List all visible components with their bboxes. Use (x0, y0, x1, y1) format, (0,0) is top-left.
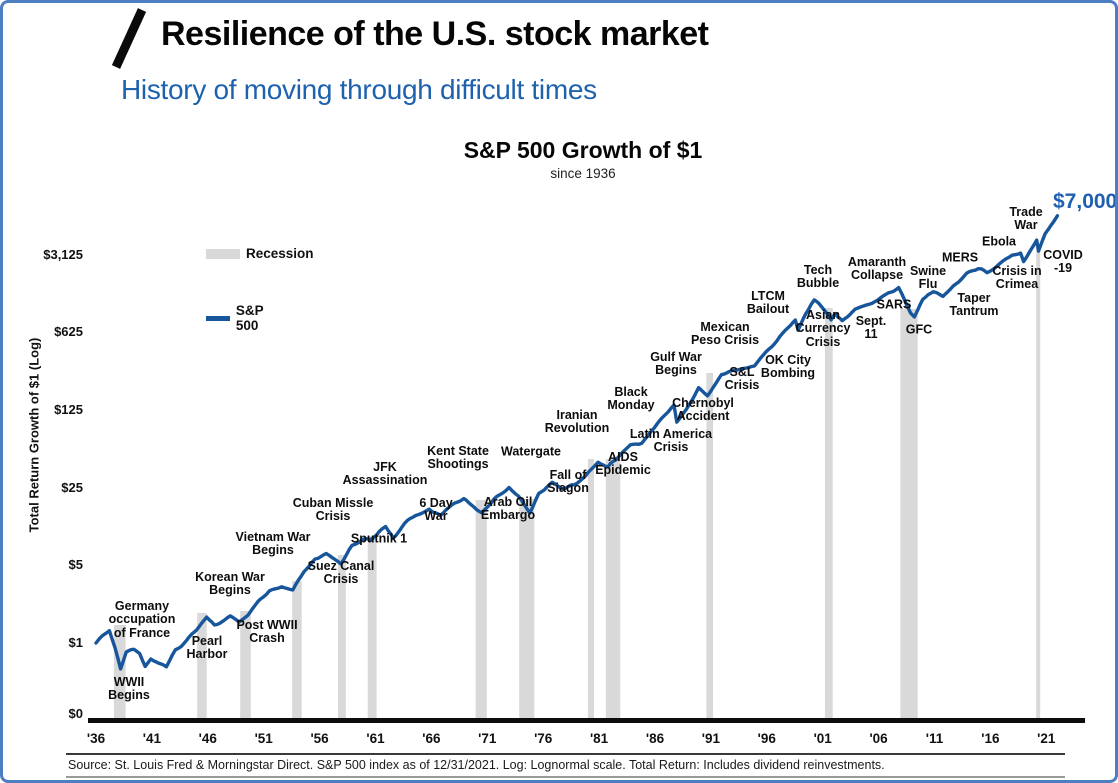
event-annotation: Suez Canal Crisis (307, 558, 375, 586)
source-note: Source: St. Louis Fred & Morningstar Dir… (66, 753, 1065, 778)
event-annotation: Gulf War Begins (650, 349, 702, 377)
recession-bar (519, 499, 535, 718)
event-annotation: Crisis in Crimea (992, 263, 1042, 291)
x-tick-label: '71 (478, 731, 497, 746)
y-tick-label: $5 (68, 557, 83, 573)
event-annotation: JFK Assassination (342, 459, 428, 487)
event-annotation: Kent State Shootings (427, 443, 489, 471)
event-annotation: OK City Bombing (760, 352, 816, 380)
chart-title: S&P 500 Growth of $1 (463, 137, 703, 163)
x-tick-label: '01 (813, 731, 832, 746)
event-annotation: Sputnik 1 (350, 531, 408, 546)
y-tick-label: $25 (61, 479, 83, 495)
x-tick-label: '86 (645, 731, 665, 746)
recession-bar (1036, 245, 1041, 718)
recession-bar (475, 500, 487, 718)
event-annotation: Ebola (981, 234, 1017, 249)
event-annotation: Korean War Begins (195, 569, 265, 597)
event-annotation: MERS (941, 250, 979, 265)
x-tick-label: '76 (534, 731, 553, 746)
recession-bar (197, 613, 207, 718)
x-tick-label: '61 (366, 731, 385, 746)
event-annotation: Tech Bubble (796, 262, 840, 290)
legend-item-recession: Recession (206, 246, 314, 261)
event-annotation: Black Monday (607, 384, 655, 412)
chart-subtitle: since 1936 (550, 166, 616, 181)
x-tick-label: '91 (701, 731, 720, 746)
sp500-line (94, 214, 1060, 671)
recession-bar (292, 581, 302, 718)
recession-bar (605, 459, 621, 718)
end-value-label: $7,000 (1053, 190, 1118, 213)
event-annotation: WWII Begins (108, 674, 150, 702)
y-tick-label: $3,125 (43, 246, 83, 262)
x-tick-label: '06 (869, 731, 888, 746)
event-annotation: COVID -19 (1043, 247, 1083, 275)
event-annotation: 6 Day War (419, 495, 453, 523)
y-tick-label: $625 (54, 324, 83, 340)
legend-label-sp500: S&P 500 (235, 303, 264, 333)
event-annotation: Mexican Peso Crisis (690, 319, 760, 347)
event-annotation: Germany occupation of France (108, 599, 176, 640)
event-annotation: Cuban Missle Crisis (292, 495, 374, 523)
event-annotation: Amaranth Collapse (847, 254, 907, 282)
legend-label-recession: Recession (246, 246, 314, 261)
x-axis-line (88, 718, 1085, 723)
slide-subtitle: History of moving through difficult time… (121, 74, 597, 105)
recession-bar (587, 459, 594, 718)
x-tick-label: '46 (198, 731, 217, 746)
recession-bar (367, 536, 377, 718)
recession-swatch (206, 248, 240, 259)
sp500-line-swatch (206, 315, 230, 321)
event-annotation: Chernobyl Accident (672, 395, 734, 423)
recession-bar (113, 625, 126, 718)
x-tick-label: '66 (422, 731, 441, 746)
chart-title-block: S&P 500 Growth of $1 since 1936 (333, 137, 833, 181)
x-tick-label: '11 (925, 731, 944, 746)
legend-item-sp500: S&P 500 (206, 303, 274, 333)
y-tick-label: $0 (68, 706, 83, 721)
recession-bar (706, 373, 714, 718)
recession-bar (900, 309, 918, 718)
event-annotation: Post WWII Crash (236, 617, 298, 645)
event-annotation: Pearl Harbor (186, 633, 228, 661)
event-annotation: Fall of Siagon (547, 467, 589, 495)
event-annotation: Arab Oil Embargo (480, 494, 536, 522)
x-tick-label: '21 (1037, 731, 1056, 746)
sp500-growth-chart (88, 214, 1085, 723)
event-annotation: AIDS Epidemic (595, 449, 651, 477)
x-tick-label: '81 (589, 731, 609, 746)
brand-slash-icon (109, 7, 149, 76)
recession-bar (338, 555, 346, 718)
event-annotation: Trade War (1009, 204, 1043, 232)
event-annotation: Vietnam War Begins (235, 529, 311, 557)
y-tick-label: $125 (54, 402, 83, 418)
event-annotation: Watergate (501, 444, 561, 459)
event-annotation: Latin America Crisis (629, 426, 713, 454)
x-tick-label: '41 (142, 731, 161, 746)
x-tick-label: '96 (757, 731, 776, 746)
event-annotation: Taper Tantrum (949, 290, 999, 318)
event-annotation: GFC (905, 322, 933, 337)
event-annotation: Asian Currency Crisis (795, 308, 851, 349)
event-annotation: S&L Crisis (724, 364, 760, 392)
slide-title: Resilience of the U.S. stock market (161, 15, 709, 53)
event-annotation: SARS (876, 297, 912, 312)
x-tick-label: '51 (254, 731, 273, 746)
x-tick-label: '16 (981, 731, 1000, 746)
y-tick-label: $1 (68, 635, 83, 650)
x-tick-label: '36 (86, 731, 106, 746)
event-annotation: Sept. 11 (855, 313, 887, 341)
recession-bar (824, 308, 833, 718)
recession-bar (240, 611, 251, 718)
x-tick-label: '56 (310, 731, 329, 746)
event-annotation: LTCM Bailout (746, 288, 790, 316)
event-annotation: Swine Flu (909, 263, 947, 291)
event-annotation: Iranian Revolution (544, 407, 610, 435)
